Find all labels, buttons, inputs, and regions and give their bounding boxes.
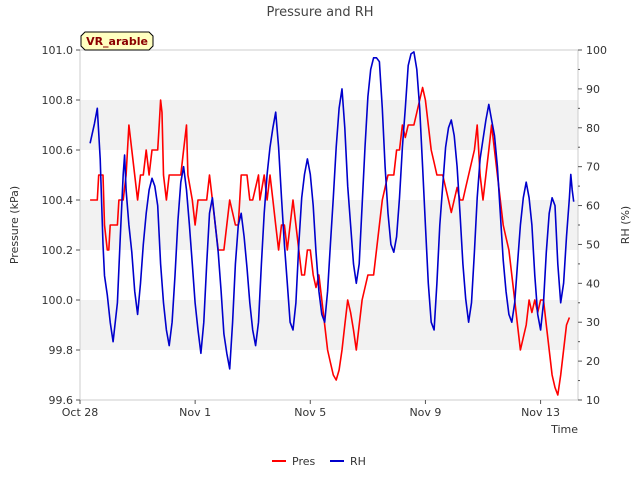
y-right-tick-label: 80 (586, 122, 600, 135)
plot-band (80, 300, 578, 350)
x-tick-label: Nov 5 (294, 406, 326, 419)
legend: Pres RH (272, 455, 366, 468)
y-left-tick-label: 100.6 (42, 144, 74, 157)
x-tick-label: Nov 9 (409, 406, 441, 419)
y-right-tick-label: 20 (586, 355, 600, 368)
y-left-tick-label: 99.6 (49, 394, 74, 407)
y-right-tick-label: 90 (586, 83, 600, 96)
y-right-tick-label: 70 (586, 161, 600, 174)
plot-bands (80, 100, 578, 350)
legend-label-pres: Pres (292, 455, 315, 468)
y-left-tick-label: 100.0 (42, 294, 74, 307)
plot-band (80, 100, 578, 150)
y-left-tick-label: 101.0 (42, 44, 74, 57)
y-axis-right: 10 20 30 40 50 60 70 80 90 100 (578, 44, 607, 407)
y-right-tick-label: 10 (586, 394, 600, 407)
site-badge: VR_arable (80, 31, 154, 51)
y-left-tick-label: 100.4 (42, 194, 74, 207)
y-right-tick-label: 60 (586, 200, 600, 213)
x-tick-label: Oct 28 (62, 406, 99, 419)
legend-label-rh: RH (350, 455, 366, 468)
series-line-pres (90, 86, 571, 396)
series-layer (89, 51, 575, 396)
y-right-tick-label: 100 (586, 44, 607, 57)
y-left-tick-label: 100.2 (42, 244, 74, 257)
y-left-tick-label: 99.8 (49, 344, 74, 357)
y-right-tick-label: 40 (586, 277, 600, 290)
y-right-tick-label: 30 (586, 316, 600, 329)
y-left-tick-label: 100.8 (42, 94, 74, 107)
x-axis-label: Time (550, 423, 578, 436)
y-axis-left: 99.6 99.8 100.0 100.2 100.4 100.6 100.8 101.0 (42, 44, 80, 407)
y-axis-label-left: Pressure (kPa) (8, 186, 21, 264)
chart-title: Pressure and RH (266, 5, 373, 20)
x-tick-label: Nov 1 (179, 406, 211, 419)
y-right-tick-label: 50 (586, 238, 600, 251)
plot-band (80, 200, 578, 250)
site-badge-shape (80, 31, 154, 51)
series-line-rh (89, 51, 575, 370)
site-badge-label: VR_arable (86, 35, 148, 48)
y-axis-label-right: RH (%) (619, 206, 632, 244)
x-axis: Oct 28 Nov 1 Nov 5 Nov 9 Nov 13 (62, 400, 560, 419)
x-tick-label: Nov 13 (521, 406, 560, 419)
